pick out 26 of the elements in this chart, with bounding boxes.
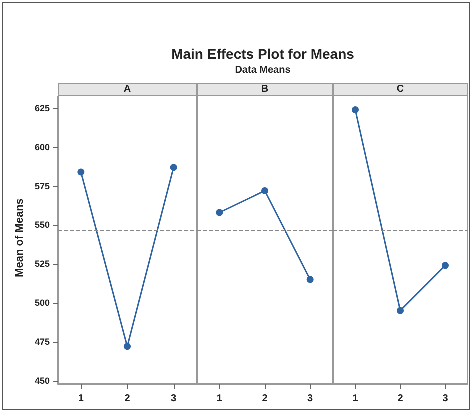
y-tick-label: 625 bbox=[34, 103, 50, 114]
x-tick-label: 3 bbox=[171, 394, 178, 404]
y-tick-label: 525 bbox=[34, 259, 50, 270]
x-tick-label: 2 bbox=[262, 394, 268, 404]
x-tick-label: 2 bbox=[124, 394, 131, 404]
x-tick-label: 3 bbox=[308, 394, 314, 404]
x-axis-title: B bbox=[197, 83, 333, 96]
y-tick-label: 475 bbox=[34, 336, 50, 347]
y-tick-label: 550 bbox=[34, 220, 50, 230]
point bbox=[170, 164, 178, 172]
x-tick-label: 1 bbox=[216, 394, 223, 404]
chart-subtitle: Data Means bbox=[234, 65, 292, 76]
x-tick-label: 1 bbox=[352, 394, 359, 404]
x-axis-title: C bbox=[333, 83, 468, 96]
x-axis-title: A bbox=[58, 83, 197, 96]
x-tick-label: 1 bbox=[78, 394, 84, 404]
x-tick-label: 2 bbox=[398, 394, 404, 404]
x-tick-label: 3 bbox=[442, 394, 449, 404]
y-axis-title: Mean of Means bbox=[14, 198, 26, 280]
chart-title: Main Effects Plot for Means bbox=[170, 46, 356, 62]
point bbox=[124, 343, 131, 350]
y-tick-label: 500 bbox=[34, 298, 50, 308]
y-tick-label: 600 bbox=[34, 142, 50, 152]
y-tick-label: 450 bbox=[34, 376, 50, 386]
y-tick-label: 575 bbox=[34, 181, 50, 192]
point bbox=[78, 168, 85, 176]
